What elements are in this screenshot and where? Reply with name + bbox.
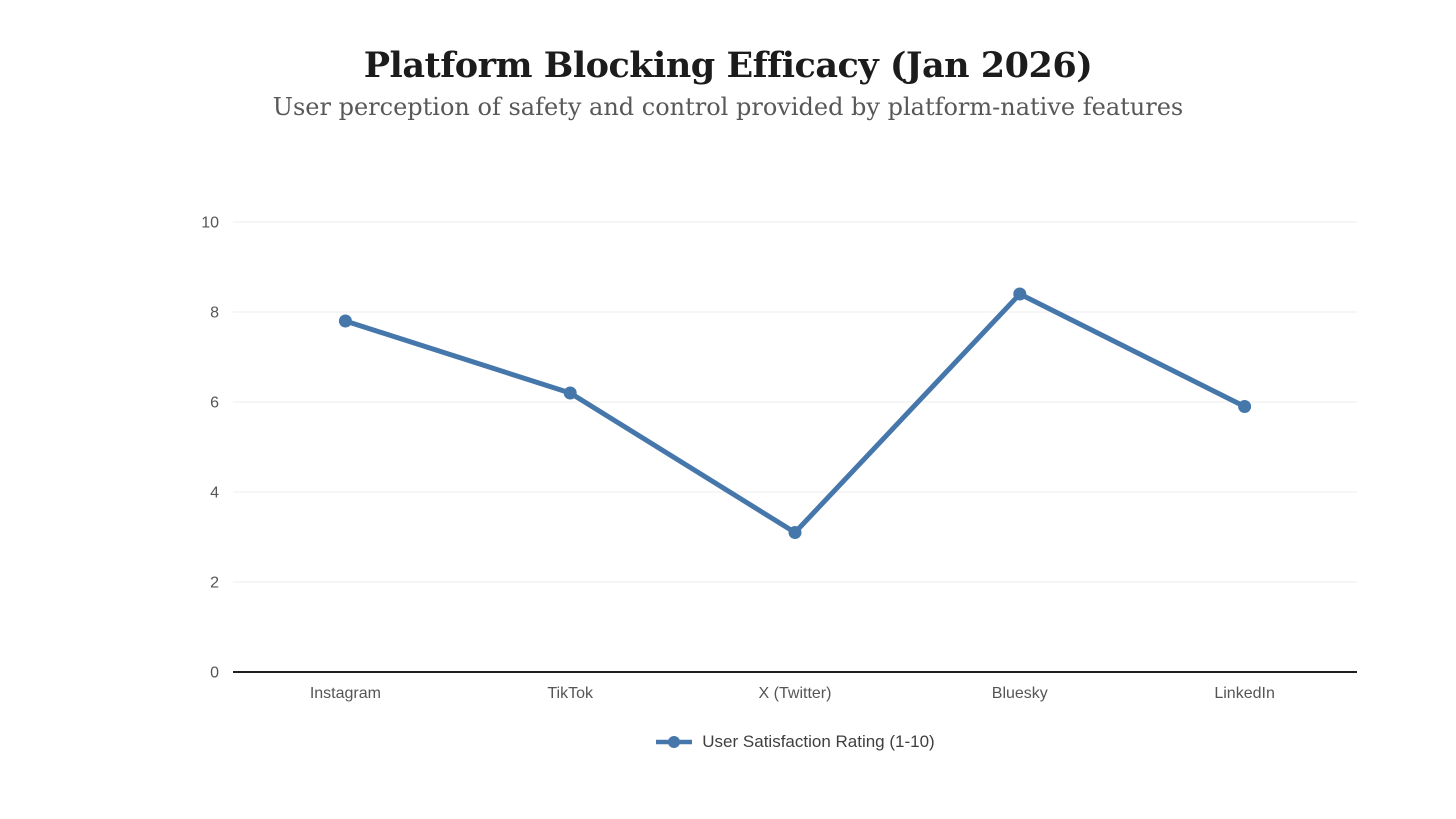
- x-axis-category-label: X (Twitter): [759, 685, 832, 702]
- series-line: [342, 291, 1248, 535]
- data-point-marker: [563, 386, 577, 400]
- chart-legend: User Satisfaction Rating (1-10): [233, 732, 1357, 752]
- data-point-marker: [1013, 287, 1027, 301]
- y-axis-tick-label: 0: [210, 665, 219, 682]
- legend-line-marker-icon: [656, 736, 693, 748]
- x-axis-category-label: LinkedIn: [1214, 685, 1275, 702]
- y-axis-tick-label: 8: [210, 305, 219, 322]
- data-point-marker: [1238, 400, 1252, 413]
- y-axis-tick-label: 10: [201, 215, 219, 232]
- data-point-marker: [338, 314, 352, 328]
- chart-header: Platform Blocking Efficacy (Jan 2026) Us…: [0, 45, 1456, 123]
- x-axis-category-label: Instagram: [310, 685, 381, 702]
- chart-title: Platform Blocking Efficacy (Jan 2026): [363, 45, 1093, 86]
- legend-label: User Satisfaction Rating (1-10): [702, 732, 935, 751]
- x-axis-category-label: Bluesky: [992, 685, 1048, 702]
- x-axis-category-label: TikTok: [547, 685, 594, 702]
- y-axis-tick-label: 4: [210, 485, 219, 502]
- y-axis-tick-label: 2: [210, 575, 219, 592]
- chart-subtitle: User perception of safety and control pr…: [272, 93, 1184, 122]
- y-axis-tick-label: 6: [210, 395, 219, 412]
- data-point-marker: [788, 526, 802, 539]
